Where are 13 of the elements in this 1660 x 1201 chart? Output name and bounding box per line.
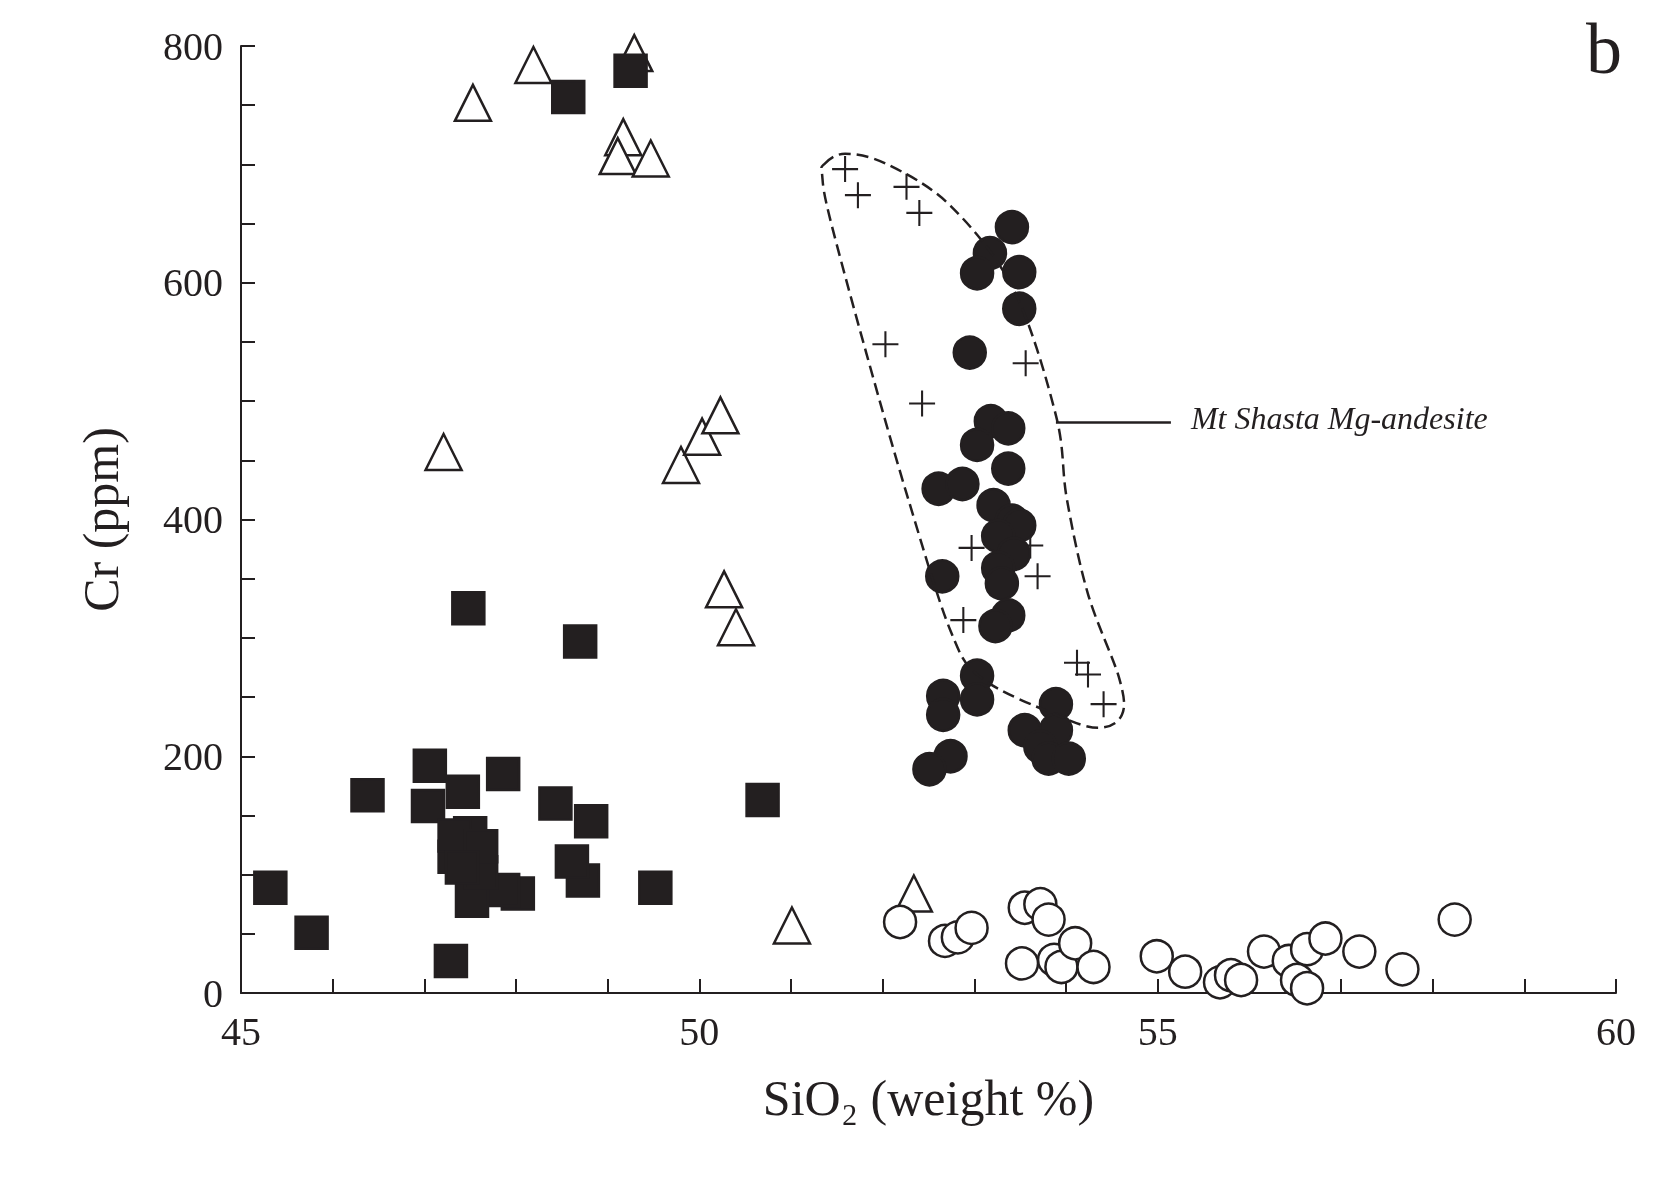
chart-title: b — [1586, 9, 1622, 89]
y-tick-label: 800 — [163, 23, 223, 69]
y-tick-label: 200 — [163, 733, 223, 779]
x-tick-label: 45 — [221, 1008, 261, 1054]
annotation: Mt Shasta Mg-andesite — [1189, 400, 1488, 437]
x-tick-label: 55 — [1137, 1008, 1178, 1054]
y-axis-title: Cr (ppm) — [73, 427, 129, 612]
x-axis-title: SiO₂ (weight %) — [762, 1070, 1095, 1126]
x-tick-label: 50 — [679, 1008, 720, 1054]
y-tick-label: 400 — [163, 497, 223, 542]
x-tick-label: 60 — [1596, 1008, 1636, 1054]
y-tick-label: 600 — [163, 260, 223, 306]
y-tick-label: 0 — [203, 970, 223, 1016]
